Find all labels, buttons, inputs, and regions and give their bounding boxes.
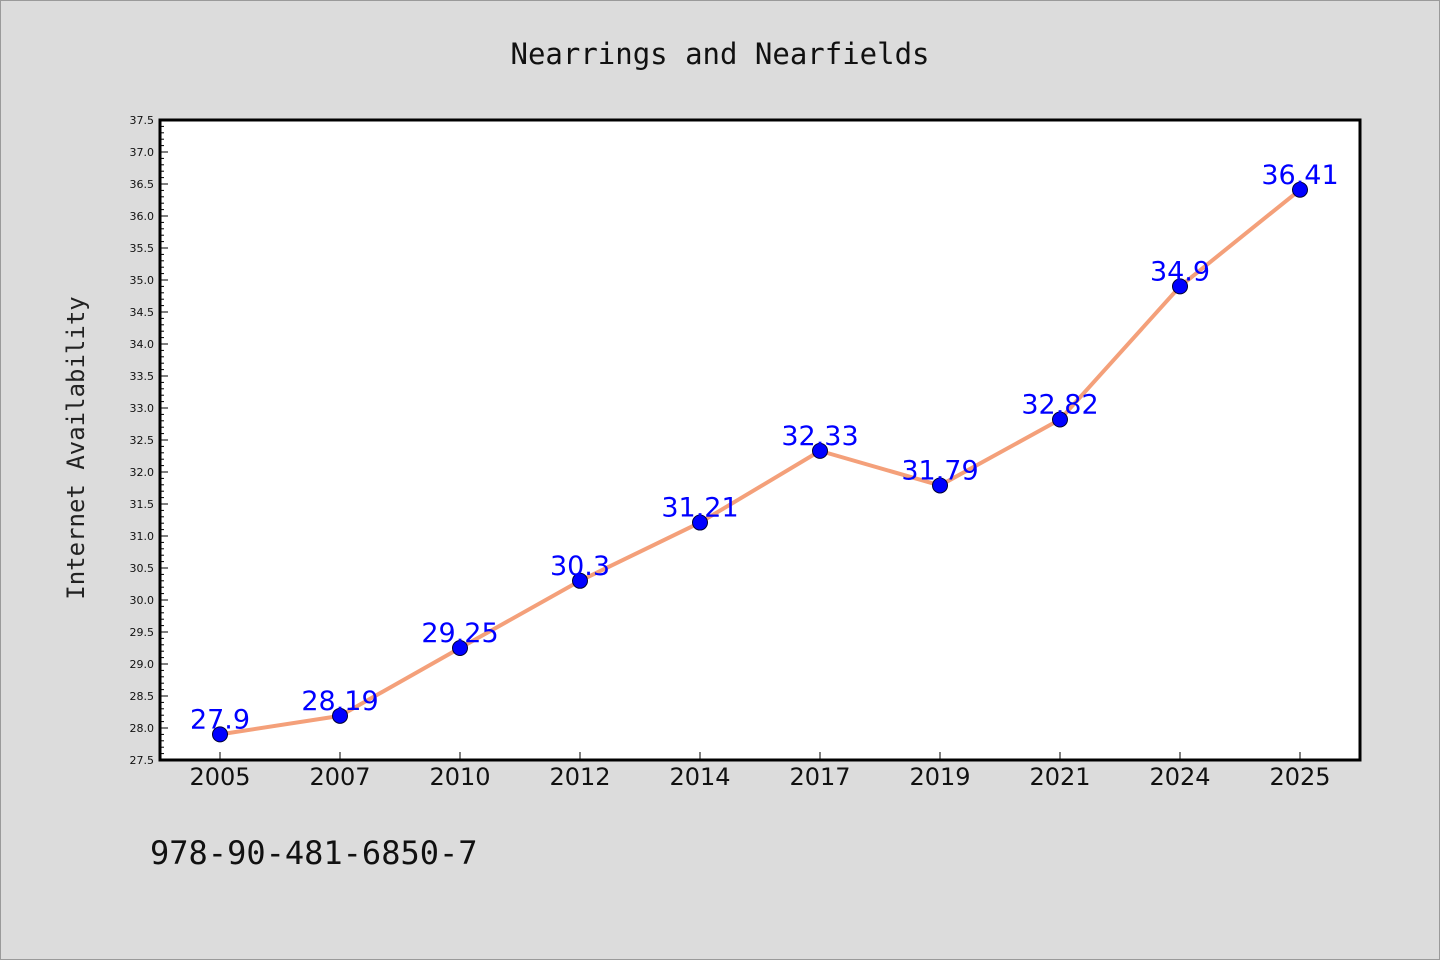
data-label: 34.9 [1150,256,1210,287]
data-label: 29.25 [421,618,498,649]
y-tick-label: 27.5 [130,754,155,767]
data-label: 31.79 [901,455,978,486]
y-tick-label: 33.5 [130,370,155,383]
series-layer: 27.9 28.19 29.25 30.3 31.21 32.33 31.79 32.82 34… [190,160,1339,743]
y-tick-label: 30.5 [130,562,155,575]
data-label: 36.41 [1261,160,1338,191]
y-tick-label: 32.0 [130,466,155,479]
x-tick-label: 2024 [1149,763,1210,791]
y-tick-label: 36.5 [130,178,155,191]
series-line [218,187,1302,737]
chart-title: Nearrings and Nearfields [510,37,929,71]
data-point [1292,181,1308,198]
x-tick-label: 2014 [669,763,730,791]
data-label: 30.3 [550,551,610,582]
plot-border [158,118,1362,762]
data-point [1052,411,1068,428]
x-tick-label: 2019 [909,763,970,791]
data-label: 32.82 [1021,390,1098,421]
x-tick-label: 2007 [309,763,370,791]
x-tick-label: 2012 [549,763,610,791]
y-tick-label: 35.5 [130,242,155,255]
y-axis-ticks: 27.5 28.0 28.5 29.0 29.5 30.0 30.5 31.0 31.5 32.0… [130,114,168,767]
data-point [932,477,948,494]
y-axis-label: Internet Availability [62,296,90,599]
y-tick-label: 30.0 [130,594,155,607]
data-point [212,726,228,743]
data-label: 27.9 [190,704,250,735]
data-label: 32.33 [781,421,858,452]
data-label: 31.21 [661,493,738,524]
x-tick-label: 2021 [1029,763,1090,791]
data-label: 28.19 [301,686,378,717]
y-tick-label: 37.0 [130,146,155,159]
y-tick-label: 28.5 [130,690,155,703]
x-axis-ticks: 2005 2007 2010 2012 2014 2017 2019 2021 2024 2025 [189,752,1331,791]
x-tick-label: 2017 [789,763,850,791]
y-tick-label: 31.5 [130,498,155,511]
data-point [692,514,708,531]
x-tick-label: 2010 [429,763,490,791]
y-tick-label: 32.5 [130,434,155,447]
y-tick-label: 31.0 [130,530,155,543]
data-point [452,640,468,656]
y-tick-label: 37.5 [130,114,155,127]
data-point [1172,278,1188,295]
y-tick-label: 29.5 [130,626,155,639]
y-tick-label: 35.0 [130,274,155,287]
x-tick-label: 2025 [1269,763,1330,791]
y-tick-label: 34.5 [130,306,155,319]
data-point [812,442,828,459]
data-point [332,707,348,724]
plot-area [160,120,1360,760]
y-tick-label: 34.0 [130,338,155,351]
y-tick-label: 28.0 [130,722,155,735]
y-tick-label: 36.0 [130,210,155,223]
y-tick-label: 33.0 [130,402,155,415]
data-point [572,572,588,589]
x-tick-label: 2005 [189,763,250,791]
footer-isbn-text: 978-90-481-6850-7 [150,834,478,872]
y-tick-label: 29.0 [130,658,155,671]
